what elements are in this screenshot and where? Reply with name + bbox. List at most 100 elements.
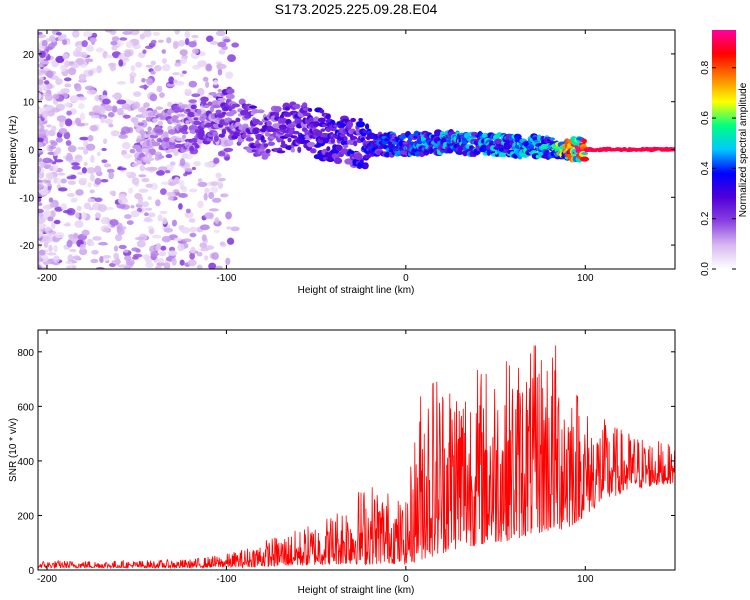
heat-cell [196, 264, 203, 269]
heat-cell [45, 226, 52, 232]
heat-cell [98, 241, 108, 246]
spectrogram-y-ticks: 20 10 0 -10 -20 [20, 50, 675, 252]
heat-cell [90, 241, 95, 246]
heat-cell [172, 72, 180, 76]
heat-cell [205, 35, 214, 43]
heat-cell [152, 118, 158, 123]
heat-cell [248, 105, 258, 109]
heat-cell [115, 234, 123, 242]
heat-cell [330, 137, 336, 144]
heat-cell [73, 232, 79, 239]
heat-cell [218, 49, 226, 55]
heat-cell [142, 254, 150, 260]
heat-cell [217, 150, 226, 157]
heat-cell [94, 165, 102, 174]
heat-cell [229, 130, 234, 134]
heat-cell [111, 36, 120, 42]
heat-cell [184, 88, 192, 93]
heat-cell [45, 104, 53, 110]
heat-cell [182, 124, 188, 132]
heat-cell [177, 243, 185, 252]
heat-cell [147, 212, 156, 218]
heat-cell [392, 141, 399, 145]
heat-cell [56, 115, 67, 122]
heat-cell [104, 30, 113, 33]
heat-cell [188, 99, 198, 104]
heat-cell [358, 118, 363, 122]
heat-cell [129, 30, 140, 36]
heat-cell [212, 131, 219, 136]
heat-cell [91, 32, 98, 38]
heat-cell [147, 157, 155, 161]
heat-cell [71, 165, 81, 170]
heat-cell [213, 135, 219, 142]
heat-cell [68, 234, 75, 239]
heat-cell [60, 88, 70, 94]
heat-cell [154, 128, 164, 134]
heat-cell [118, 59, 124, 67]
heat-cell [155, 199, 161, 207]
heat-cell [79, 136, 89, 141]
heat-cell [61, 34, 67, 39]
heat-cell [108, 171, 115, 180]
heat-cell [55, 232, 65, 239]
heat-cell [336, 136, 346, 141]
heat-cell [92, 236, 102, 241]
heat-cell [158, 251, 167, 257]
heat-cell [161, 235, 172, 243]
heat-cell [141, 78, 146, 83]
heat-cell [165, 164, 174, 172]
heat-cell [306, 141, 316, 148]
heat-cell [183, 153, 193, 160]
heat-cell [38, 63, 44, 68]
heat-cell [233, 131, 241, 137]
heat-cell [43, 209, 51, 217]
heat-cell [363, 162, 369, 170]
heat-cell [189, 232, 197, 238]
heat-cell [81, 211, 87, 220]
heat-cell [273, 105, 282, 113]
heat-cell [116, 99, 127, 105]
heat-cell [181, 131, 189, 135]
heat-cell [225, 71, 234, 80]
heat-cell [89, 37, 97, 43]
spectrogram-x-ticks: -200 -100 0 100 [37, 30, 594, 284]
heat-cell [161, 58, 167, 64]
heat-cell [122, 114, 131, 119]
heat-cell [64, 83, 72, 88]
heat-cell [212, 104, 221, 109]
heat-cell [215, 109, 222, 114]
heat-cell [211, 252, 219, 260]
heat-cell [252, 127, 260, 135]
heat-cell [163, 262, 171, 269]
heat-cell [65, 265, 71, 269]
heat-cell [59, 120, 64, 128]
heat-cell [72, 49, 82, 57]
heat-cell [65, 155, 74, 162]
heat-cell [313, 116, 320, 123]
heat-cell [110, 130, 120, 137]
heat-cell [184, 211, 194, 219]
heat-cell [63, 223, 71, 227]
heat-cell [180, 226, 191, 234]
heat-cell [74, 84, 82, 92]
heat-cell [146, 77, 154, 86]
heat-cell [187, 259, 197, 267]
heat-cell [62, 39, 68, 46]
heat-cell [44, 93, 54, 102]
heat-cell [38, 157, 43, 162]
heat-cell [103, 163, 112, 168]
heat-cell [116, 107, 124, 116]
heat-cell [101, 159, 108, 164]
heat-cell [149, 134, 159, 139]
heat-cell [149, 148, 156, 156]
heat-cell [41, 39, 48, 48]
heat-cell [183, 173, 188, 177]
heat-cell [320, 132, 330, 138]
heat-cell [325, 113, 331, 120]
heat-cell [121, 141, 131, 150]
heat-cell [69, 248, 77, 253]
heat-cell [549, 137, 555, 141]
heat-cell [125, 171, 131, 176]
heat-cell [188, 41, 197, 48]
